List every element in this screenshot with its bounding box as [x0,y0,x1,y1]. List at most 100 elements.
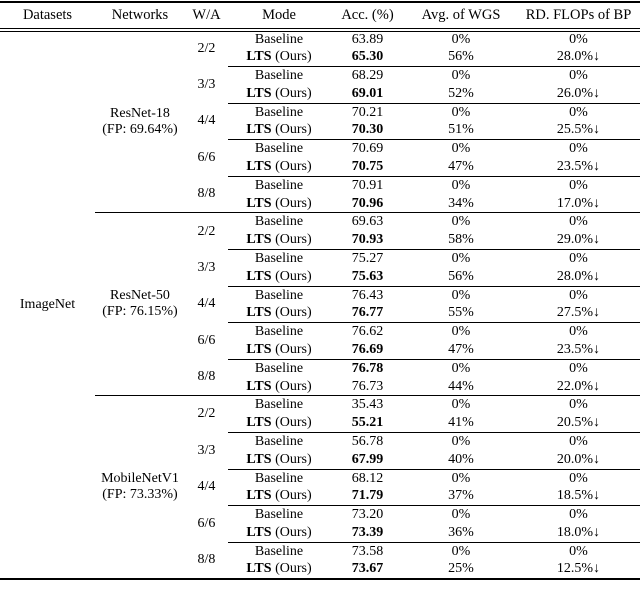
table-row: 3/3 Baseline 75.27 0% 0% [0,249,640,274]
mode-cell: LTS (Ours) [228,487,330,505]
mode-label: (Ours) [271,488,312,504]
acc-cell: 73.67 [351,561,384,577]
mode-cell: Baseline [228,468,330,488]
network-cell: MobileNetV1 (FP: 73.33%) [95,395,185,579]
mode-cell: Baseline [228,102,330,122]
mode-label: (Ours) [271,451,312,467]
mode-label-bold: LTS [246,195,272,211]
flops-cell: 0% [517,175,640,195]
wgs-cell: 0% [405,212,517,232]
table-row: 4/4 Baseline 70.21 0% 0% [0,102,640,128]
table-row: LTS (Ours) 70.93 58% 29.0%↓ [0,231,640,249]
wa-cell: 6/6 [197,333,216,349]
mode-cell: Baseline [228,249,330,268]
table-row: LTS (Ours) 76.73 44% 22.0%↓ [0,378,640,396]
table-row: 4/4 Baseline 68.12 0% 0% [0,468,640,494]
wgs-cell: 0% [405,175,517,195]
flops-cell: 0% [517,468,640,488]
acc-cell: 70.96 [351,195,384,211]
table-row: ResNet-50 (FP: 76.15%) 2/2 Baseline 69.63 0% 0… [0,212,640,396]
acc-cell: 70.69 [330,139,405,159]
results-table: Datasets Networks W/A Mode Acc. (%) Avg. of W… [0,1,640,580]
mode-cell: Baseline [228,212,330,232]
acc-cell: 70.75 [351,158,384,174]
wa-cell: 2/2 [197,41,216,57]
acc-cell: 70.93 [351,232,384,248]
mode-label-bold: LTS [246,85,272,101]
mode-cell: LTS (Ours) [228,48,330,66]
flops-cell: 18.5%↓ [556,488,601,504]
mode-cell: LTS (Ours) [228,195,330,213]
column-header-wgs: Avg. of WGS [405,2,517,32]
flops-cell: 28.0%↓ [556,49,601,65]
wa-cell: 2/2 [185,395,228,433]
mode-label-bold: LTS [246,415,272,431]
mode-label-bold: LTS [246,268,272,284]
acc-cell: 56.78 [330,432,405,451]
acc-cell: 73.39 [351,524,384,540]
column-header-acc: Acc. (%) [330,2,405,32]
acc-cell: 76.78 [330,358,405,378]
table-row: LTS (Ours) 55.21 41% 20.5%↓ [0,414,640,432]
table-row: 6/6 Baseline 76.62 0% 0% [0,322,640,347]
acc-cell: 67.99 [351,451,384,467]
table-row: 4/4 Baseline 76.43 0% 0% [0,285,640,311]
mode-cell: Baseline [228,505,330,525]
wgs-cell: 56% [448,268,474,284]
header-row: Datasets Networks W/A Mode Acc. (%) Avg. of W… [0,2,640,32]
flops-cell: 23.5%↓ [556,158,601,174]
acc-cell: 76.69 [351,341,384,357]
table-row: LTS (Ours) 70.75 47% 23.5%↓ [0,158,640,176]
wgs-cell: 0% [405,66,517,85]
mode-cell: Baseline [228,432,330,451]
flops-cell: 0% [517,432,640,451]
acc-cell: 70.30 [351,122,384,138]
flops-cell: 0% [517,541,640,561]
wa-cell: 3/3 [197,442,216,458]
flops-cell: 12.5%↓ [556,561,601,577]
flops-cell: 29.0%↓ [556,232,601,248]
wa-cell: 6/6 [197,516,216,532]
network-name: ResNet-50 [110,287,170,303]
wa-cell: 8/8 [197,186,216,202]
wgs-cell: 0% [405,358,517,378]
mode-cell: LTS (Ours) [228,121,330,139]
wa-cell: 2/2 [185,212,228,250]
column-header-wa: W/A [185,2,228,32]
flops-cell: 22.0%↓ [556,378,601,394]
mode-cell: Baseline [228,541,330,561]
wgs-cell: 41% [448,415,474,431]
mode-cell: LTS (Ours) [228,378,330,396]
mode-label-bold: LTS [246,122,272,138]
network-name: ResNet-18 [110,105,170,121]
mode-label-bold: LTS [246,561,272,577]
table-row: 6/6 Baseline 73.20 0% 0% [0,505,640,530]
wgs-cell: 0% [405,432,517,451]
mode-cell: LTS (Ours) [228,268,330,286]
wa-cell: 4/4 [197,113,216,129]
wgs-cell: 0% [405,468,517,488]
mode-cell: Baseline [228,66,330,85]
acc-cell: 68.29 [330,66,405,85]
mode-label-bold: LTS [246,451,272,467]
mode-label: (Ours) [271,85,312,101]
flops-cell: 26.0%↓ [556,85,601,101]
wa-cell: 3/3 [197,76,216,92]
wgs-cell: 0% [405,139,517,159]
mode-label: (Ours) [271,305,312,321]
mode-cell: LTS (Ours) [228,524,330,542]
wgs-cell: 55% [448,305,474,321]
mode-label: (Ours) [271,122,312,138]
table-row: MobileNetV1 (FP: 73.33%) 2/2 Baseline 35.43 0… [0,395,640,579]
table-row: LTS (Ours) 71.79 37% 18.5%↓ [0,487,640,505]
dataset-cell: ImageNet [19,296,76,312]
mode-label: (Ours) [271,195,312,211]
network-fp: (FP: 76.15%) [102,304,178,320]
table-row: 8/8 Baseline 76.78 0% 0% [0,358,640,384]
mode-cell: LTS (Ours) [228,158,330,176]
mode-cell: LTS (Ours) [228,414,330,432]
table-row: LTS (Ours) 73.67 25% 12.5%↓ [0,561,640,579]
network-cell: ResNet-18 (FP: 69.64%) [95,30,185,213]
acc-cell: 69.63 [330,212,405,232]
wgs-cell: 0% [405,505,517,525]
